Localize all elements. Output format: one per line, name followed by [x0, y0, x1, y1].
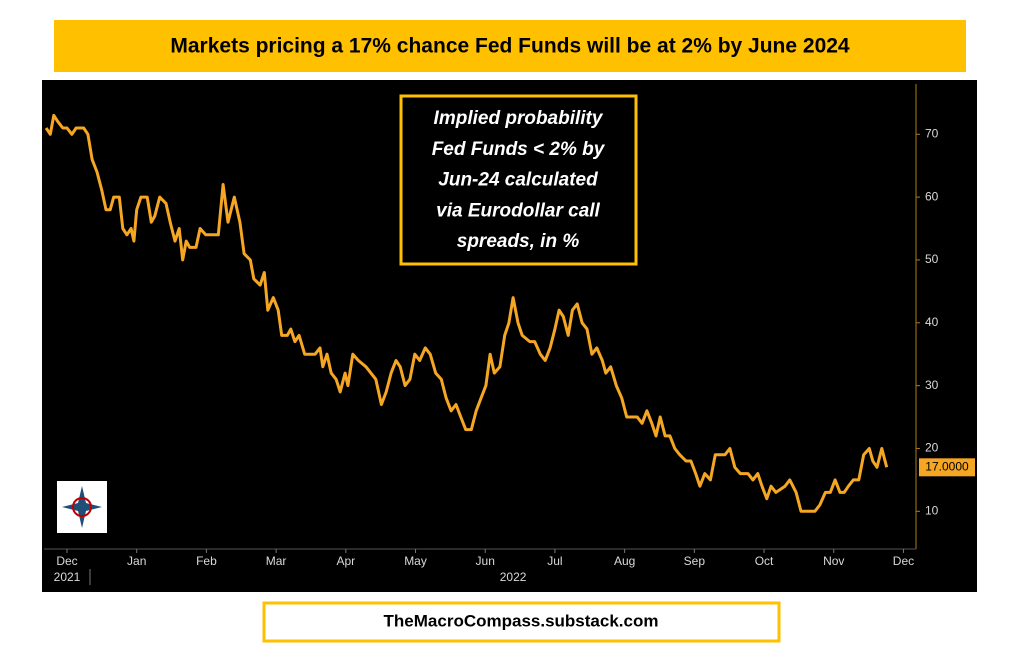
last-value-box — [919, 458, 975, 477]
title-banner — [54, 20, 966, 72]
annotation-line: spreads, in % — [457, 231, 580, 252]
x-tick-label: Jul — [547, 554, 562, 568]
y-tick-label: 60 — [925, 189, 939, 203]
year-label: 2021 — [54, 570, 81, 584]
annotation-box — [399, 94, 638, 266]
y-tick-label: 30 — [925, 378, 939, 392]
x-tick-label: Aug — [614, 554, 635, 568]
x-tick-label: Jan — [127, 554, 146, 568]
x-tick-label: Jun — [476, 554, 495, 568]
y-tick-label: 20 — [925, 441, 939, 455]
x-tick-label: Nov — [823, 554, 844, 568]
x-tick-label: Dec — [56, 554, 77, 568]
y-tick-label: 70 — [925, 126, 939, 140]
chart-title: Markets pricing a 17% chance Fed Funds w… — [170, 35, 850, 58]
logo — [57, 481, 107, 533]
x-tick-label: Oct — [755, 554, 774, 568]
footer-text: TheMacroCompass.substack.com — [384, 611, 659, 630]
year-label: 2022 — [500, 570, 527, 584]
annotation-line: Jun-24 calculated — [438, 170, 598, 191]
y-tick-label: 50 — [925, 252, 939, 266]
x-tick-label: Sep — [684, 554, 706, 568]
logo-ring — [72, 497, 92, 517]
y-tick-label: 10 — [925, 503, 939, 517]
y-tick-label: 40 — [925, 315, 939, 329]
data-line — [44, 113, 889, 513]
annotation-line: via Eurodollar call — [436, 200, 600, 221]
x-tick-label: Feb — [196, 554, 217, 568]
annotation-line: Implied probability — [434, 108, 604, 129]
logo-star — [62, 486, 102, 528]
x-tick-label: Dec — [893, 554, 914, 568]
x-tick-label: Mar — [266, 554, 287, 568]
last-value-label: 17.0000 — [925, 459, 969, 473]
x-tick-label: Apr — [336, 554, 355, 568]
footer-box — [262, 601, 781, 643]
annotation-line: Fed Funds < 2% by — [432, 139, 606, 160]
x-tick-label: May — [404, 554, 427, 568]
